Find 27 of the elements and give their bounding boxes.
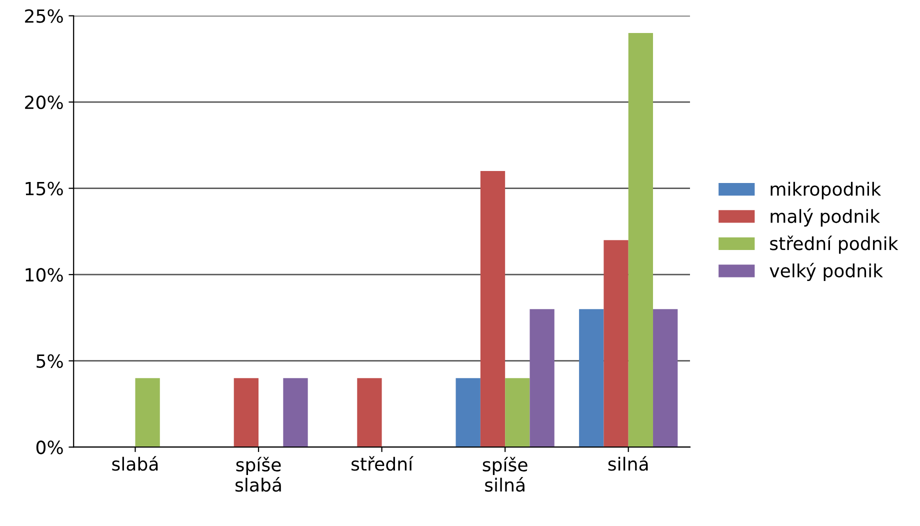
x-tick-label: silná [608, 456, 648, 471]
y-tick-label: 10% [26, 268, 63, 282]
y-tick-label: 0% [36, 440, 63, 454]
x-tick-label: spíše silná [482, 456, 528, 492]
x-tick-label: střední [352, 456, 414, 471]
bar [628, 33, 654, 448]
bar [579, 309, 604, 448]
bar [653, 309, 678, 448]
legend-label: střední podnik [770, 236, 898, 254]
bar [234, 378, 259, 448]
bar [283, 378, 308, 448]
y-tick-label: 25% [25, 9, 63, 23]
bar [480, 171, 506, 448]
bar [357, 378, 382, 448]
legend-label: malý podnik [770, 208, 880, 227]
bar [135, 378, 160, 448]
x-tick-label: spíše slabá [235, 456, 281, 492]
y-tick-label: 20% [25, 96, 63, 110]
bar [530, 309, 554, 448]
legend-label: mikropodnik [770, 182, 882, 200]
bar [505, 378, 530, 448]
x-tick-label: slabá [112, 456, 158, 471]
bar [456, 378, 480, 448]
y-tick-label: 5% [36, 354, 63, 368]
y-tick-label: 15% [26, 182, 63, 196]
legend-label: velký podnik [770, 262, 884, 282]
bar [604, 240, 628, 448]
